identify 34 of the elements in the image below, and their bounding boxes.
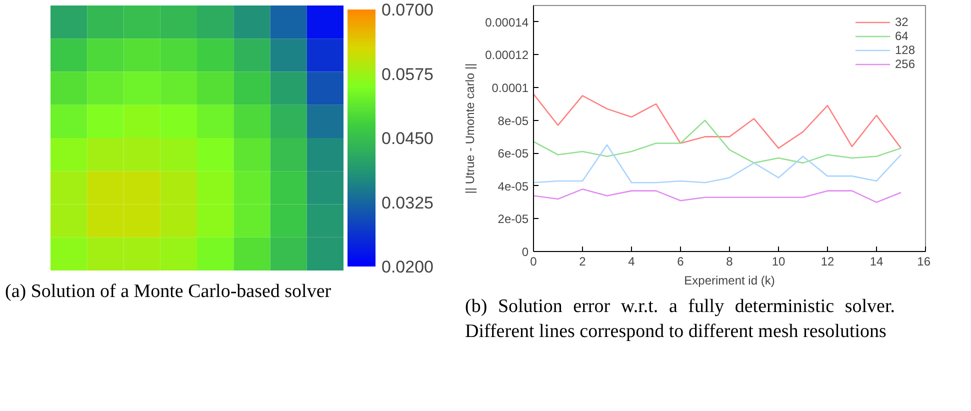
y-tick-label: 0.0001 — [492, 81, 529, 95]
x-tick-label: 16 — [917, 254, 931, 268]
x-tick-label: 6 — [677, 254, 684, 268]
y-tick-label: 0 — [522, 245, 529, 259]
color-bar-label: 0.0450 — [382, 129, 434, 148]
y-tick-label: 4e-05 — [498, 179, 529, 194]
line-series — [534, 93, 902, 149]
text: (a) Solution of a Monte Carlo-based solver — [5, 280, 332, 304]
line-series — [534, 144, 902, 184]
x-axis-title: Experiment id (k) — [684, 274, 775, 288]
color-bar-label: 0.0700 — [382, 0, 434, 20]
y-tick-label: 2e-05 — [498, 212, 529, 226]
y-tick-label: 0.00012 — [485, 48, 529, 62]
legend-label: 64 — [894, 29, 910, 43]
color-bar-label: 0.0325 — [382, 193, 434, 212]
legend-label: 256 — [894, 57, 915, 71]
line-series — [534, 188, 902, 203]
x-tick-label: 0 — [530, 254, 538, 268]
y-tick-label: 0.00014 — [485, 15, 529, 30]
y-axis-title: || Utrue - Umonte carlo || — [463, 63, 478, 194]
x-tick-label: 8 — [726, 254, 734, 268]
line-series — [534, 120, 902, 164]
y-tick-label: 6e-05 — [498, 146, 529, 161]
x-tick-label: 14 — [870, 254, 884, 268]
text: (b) Solution error w.r.t. a fully deterministic solver. Different lines correspond to different mesh resolutions — [465, 295, 895, 344]
x-tick-label: 2 — [579, 254, 586, 268]
legend-label: 32 — [894, 15, 910, 29]
x-tick-label: 12 — [820, 254, 834, 268]
color-bar-label: 0.0575 — [382, 64, 434, 84]
x-tick-label: 10 — [772, 254, 786, 268]
color-bar-label: 0.0200 — [382, 258, 434, 276]
y-tick-label: 8e-05 — [498, 114, 529, 128]
legend-label: 128 — [894, 43, 915, 57]
x-tick-label: 4 — [628, 254, 636, 268]
